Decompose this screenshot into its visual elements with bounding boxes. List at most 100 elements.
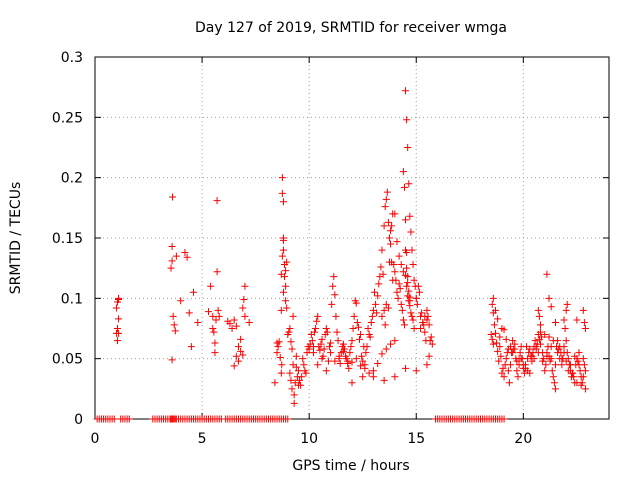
y-tick-label: 0.2 (61, 171, 83, 187)
data-point (309, 343, 317, 351)
data-point (302, 369, 310, 377)
data-point (359, 357, 367, 365)
data-point (234, 343, 242, 351)
data-point (505, 379, 513, 387)
data-point (426, 337, 434, 345)
data-point (312, 325, 320, 332)
data-point (275, 338, 283, 346)
data-point (377, 263, 385, 271)
data-point (194, 318, 202, 326)
data-point (513, 357, 521, 365)
data-point (339, 340, 347, 348)
data-point (292, 363, 300, 371)
data-point (327, 339, 335, 347)
data-point (284, 415, 292, 423)
chart-title: Day 127 of 2019, SRMTID for receiver wmg… (195, 20, 507, 36)
data-point (232, 352, 240, 360)
data-point (562, 337, 570, 345)
data-point (349, 325, 357, 332)
data-point (390, 261, 398, 269)
data-point (355, 335, 363, 343)
data-point (393, 288, 401, 296)
data-point (535, 312, 543, 320)
data-point (329, 282, 337, 290)
data-point (385, 258, 393, 266)
data-point (500, 326, 508, 334)
data-point (282, 282, 290, 290)
data-point (580, 318, 588, 326)
x-tick-label: 10 (300, 431, 318, 447)
data-point (314, 361, 322, 369)
data-point (369, 373, 377, 381)
data-point (404, 144, 412, 151)
data-point (418, 309, 426, 317)
data-point (172, 252, 180, 260)
data-point (322, 325, 330, 332)
x-axis-label: GPS time / hours (292, 458, 409, 474)
data-point (226, 320, 234, 328)
data-point (387, 340, 395, 348)
data-point (399, 168, 407, 176)
data-point (352, 355, 360, 363)
data-point (382, 300, 390, 308)
data-point (402, 216, 410, 224)
y-tick-label: 0.15 (52, 231, 83, 247)
data-point (278, 252, 286, 260)
data-point (112, 304, 120, 312)
data-point (403, 264, 411, 272)
data-point (364, 325, 372, 332)
data-point (333, 328, 341, 336)
data-point (581, 367, 589, 375)
data-point (380, 376, 388, 384)
data-point (369, 367, 377, 375)
data-point (403, 282, 411, 290)
data-point (498, 369, 506, 377)
data-point (550, 379, 558, 387)
data-point (316, 346, 324, 354)
data-point (407, 309, 415, 317)
data-point (383, 188, 391, 196)
data-point (372, 300, 380, 308)
data-point (423, 361, 431, 369)
data-point (400, 321, 408, 329)
data-point (317, 340, 325, 348)
data-point (277, 369, 285, 377)
data-point (305, 345, 313, 353)
grid (95, 57, 609, 419)
data-point (300, 361, 308, 369)
data-point (113, 337, 121, 345)
data-point (521, 364, 529, 372)
data-point (237, 347, 245, 355)
data-point (516, 349, 524, 357)
data-point (170, 321, 178, 329)
data-point (279, 246, 287, 254)
data-point (534, 306, 542, 314)
data-point (274, 343, 282, 351)
y-tick-labels: 0 0.05 0.1 0.15 0.2 0.25 0.3 (52, 50, 83, 428)
data-point (391, 337, 399, 345)
data-point (511, 345, 519, 353)
data-point (573, 316, 581, 324)
data-point (336, 359, 344, 367)
data-point (399, 268, 407, 276)
data-point (581, 385, 589, 393)
data-point (213, 268, 221, 276)
y-tick-label: 0.3 (61, 50, 83, 66)
data-point (230, 316, 238, 324)
data-point (363, 343, 371, 351)
data-point (561, 325, 569, 332)
data-point (353, 318, 361, 326)
data-point (391, 210, 399, 218)
data-point (551, 385, 559, 393)
data-point (500, 415, 508, 423)
data-point (282, 267, 290, 275)
data-point (382, 195, 390, 203)
data-point (183, 253, 191, 261)
axis-ticks (94, 56, 609, 420)
data-point (384, 304, 392, 312)
data-point (549, 373, 557, 381)
data-point (514, 373, 522, 381)
data-point (493, 339, 501, 347)
data-point (526, 345, 534, 353)
